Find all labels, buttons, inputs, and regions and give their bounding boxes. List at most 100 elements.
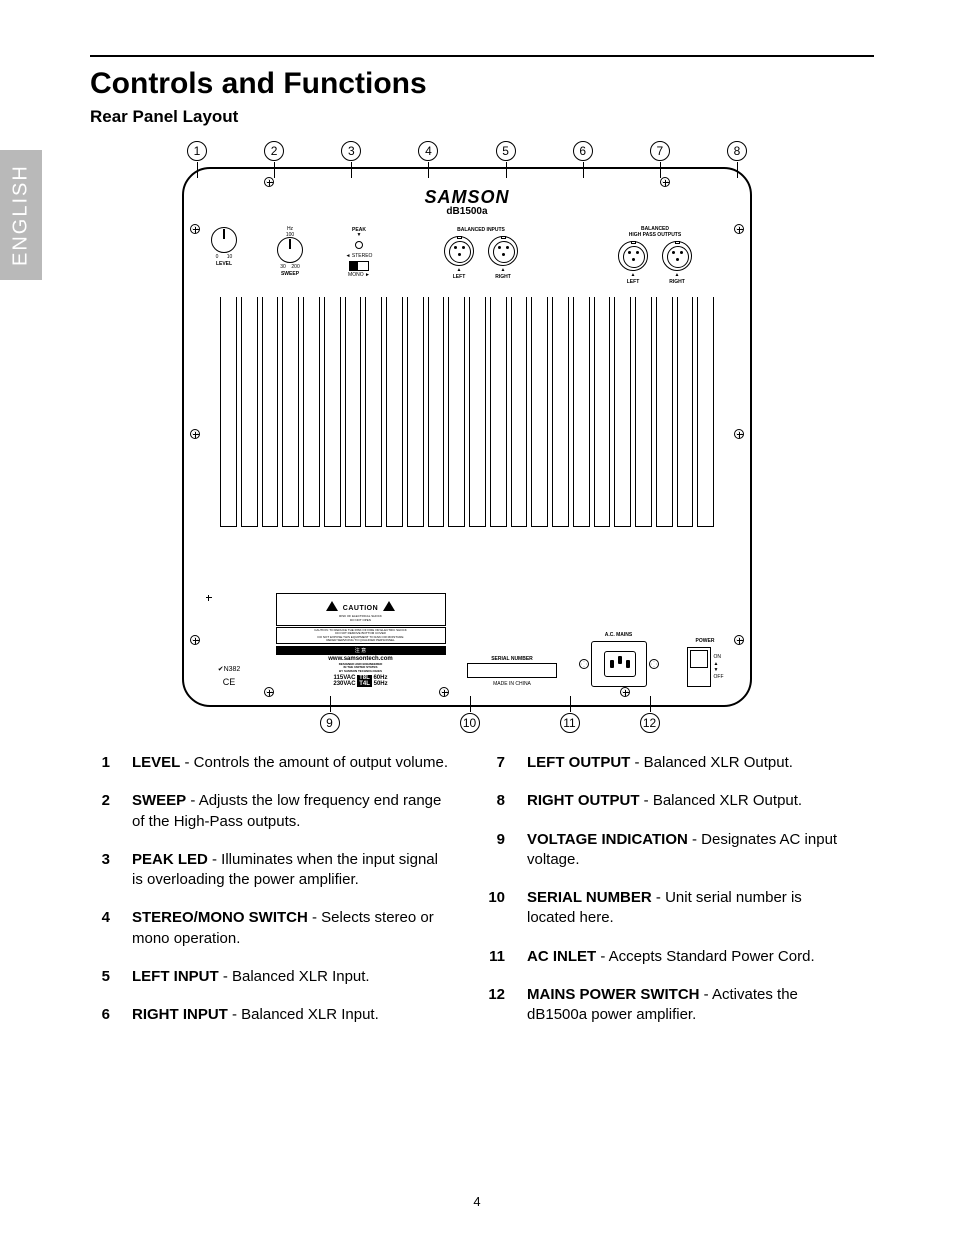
diagram-container: 1 2 3 4 5 6 7 8 SAMSON dB1500a bbox=[90, 141, 844, 733]
bottom-callout-row: 9 10 11 12 bbox=[182, 713, 752, 733]
iec-inlet-icon bbox=[591, 641, 647, 687]
inputs-group: BALANCED INPUTS ▲ LEFT ▲ RIGHT bbox=[406, 227, 556, 280]
list-item: 9VOLTAGE INDICATION - Designates AC inpu… bbox=[485, 830, 844, 871]
heatsink-fin bbox=[386, 297, 403, 527]
screw-icon bbox=[734, 224, 744, 234]
caution-sub: RISK OF ELECTRICAL SHOCK DO NOT OPEN bbox=[281, 615, 441, 622]
hp-out-l2: HIGH PASS OUTPUTS bbox=[629, 232, 681, 238]
item-text: VOLTAGE INDICATION - Designates AC input… bbox=[527, 830, 844, 871]
heatsink-fin bbox=[614, 297, 631, 527]
callout-7: 7 bbox=[650, 141, 670, 161]
on-label: ON bbox=[714, 654, 722, 660]
serial-label: SERIAL NUMBER bbox=[467, 656, 557, 664]
page-title: Controls and Functions bbox=[90, 67, 874, 101]
ac-mains-label: A.C. MAINS bbox=[605, 632, 633, 638]
list-column-left: 1LEVEL - Controls the amount of output v… bbox=[90, 753, 449, 1043]
heatsink-fin bbox=[635, 297, 652, 527]
item-number: 2 bbox=[90, 791, 110, 832]
f50: 50Hz bbox=[374, 681, 388, 687]
sweep-knob-group: Hz100 30 200 SWEEP bbox=[268, 227, 312, 277]
item-number: 8 bbox=[485, 791, 505, 811]
xlr-input-left-icon bbox=[444, 236, 474, 266]
heatsink bbox=[204, 297, 730, 527]
cert-group: ✔N382 CE bbox=[204, 665, 254, 687]
warning-triangle-icon bbox=[326, 601, 338, 611]
callout-9: 9 bbox=[320, 713, 340, 733]
ac-mains-group: A.C. MAINS bbox=[579, 632, 659, 687]
v230: 230VAC bbox=[333, 681, 355, 687]
heatsink-fin bbox=[220, 297, 237, 527]
item-text: SERIAL NUMBER - Unit serial number is lo… bbox=[527, 888, 844, 929]
item-text: LEFT INPUT - Balanced XLR Input. bbox=[132, 967, 449, 987]
caution-title: CAUTION bbox=[343, 605, 378, 612]
item-term: STEREO/MONO SWITCH bbox=[132, 909, 308, 926]
item-number: 4 bbox=[90, 908, 110, 949]
stereo-mono-switch bbox=[349, 261, 369, 271]
input-left-label: LEFT bbox=[453, 274, 466, 280]
screw-icon bbox=[649, 659, 659, 669]
heatsink-fin bbox=[262, 297, 279, 527]
power-label: POWER bbox=[696, 638, 715, 644]
item-term: LEFT OUTPUT bbox=[527, 754, 630, 771]
model-label: dB1500a bbox=[204, 206, 730, 217]
item-term: RIGHT INPUT bbox=[132, 1006, 228, 1023]
item-text: SWEEP - Adjusts the low frequency end ra… bbox=[132, 791, 449, 832]
horizontal-rule bbox=[90, 55, 874, 57]
input-right-label: RIGHT bbox=[495, 274, 511, 280]
mono-label: MONO ► bbox=[348, 273, 370, 279]
serial-group: SERIAL NUMBER MADE IN CHINA bbox=[467, 656, 557, 687]
page-number: 4 bbox=[0, 1194, 954, 1209]
item-number: 1 bbox=[90, 753, 110, 773]
screw-icon bbox=[264, 177, 274, 187]
heatsink-fin bbox=[407, 297, 424, 527]
callout-3: 3 bbox=[341, 141, 361, 161]
screw-icon bbox=[439, 687, 449, 697]
designed-label: DESIGNED AND ENGINEERED IN THE UNITED ST… bbox=[276, 663, 446, 673]
list-item: 7LEFT OUTPUT - Balanced XLR Output. bbox=[485, 753, 844, 773]
screw-icon bbox=[190, 429, 200, 439]
output-left-label: LEFT bbox=[627, 279, 640, 285]
item-text: PEAK LED - Illuminates when the input si… bbox=[132, 850, 449, 891]
callout-8: 8 bbox=[727, 141, 747, 161]
output-right-label: RIGHT bbox=[669, 279, 685, 285]
sweep-max: 200 bbox=[291, 264, 299, 270]
power-switch-icon bbox=[687, 647, 711, 687]
item-number: 7 bbox=[485, 753, 505, 773]
heatsink-fin bbox=[282, 297, 299, 527]
heatsink-fin bbox=[552, 297, 569, 527]
xlr-output-left-icon bbox=[618, 241, 648, 271]
attention-label: 注 意 bbox=[276, 646, 446, 655]
list-item: 2 SWEEP - Adjusts the low frequency end r… bbox=[90, 791, 449, 832]
heatsink-fin bbox=[531, 297, 548, 527]
list-item: 8RIGHT OUTPUT - Balanced XLR Output. bbox=[485, 791, 844, 811]
item-term: PEAK LED bbox=[132, 851, 208, 868]
screw-icon bbox=[734, 429, 744, 439]
list-item: 6RIGHT INPUT - Balanced XLR Input. bbox=[90, 1005, 449, 1025]
top-callout-row: 1 2 3 4 5 6 7 8 bbox=[182, 141, 752, 161]
list-item: 3PEAK LED - Illuminates when the input s… bbox=[90, 850, 449, 891]
cert-label: N382 bbox=[224, 666, 241, 673]
callout-12: 12 bbox=[640, 713, 660, 733]
ce-mark: CE bbox=[204, 677, 254, 687]
item-text: AC INLET - Accepts Standard Power Cord. bbox=[527, 947, 844, 967]
item-term: SERIAL NUMBER bbox=[527, 889, 656, 906]
heatsink-fin bbox=[324, 297, 341, 527]
callout-1: 1 bbox=[187, 141, 207, 161]
heatsink-fin bbox=[469, 297, 486, 527]
rear-panel: SAMSON dB1500a 0 10 LEVEL Hz100 30 200 S… bbox=[182, 167, 752, 707]
xlr-output-right-icon bbox=[662, 241, 692, 271]
callout-11: 11 bbox=[560, 713, 580, 733]
item-number: 6 bbox=[90, 1005, 110, 1025]
level-label: LEVEL bbox=[216, 261, 232, 267]
screw-icon bbox=[660, 177, 670, 187]
off-label: OFF bbox=[714, 674, 724, 680]
screw-icon bbox=[190, 635, 200, 645]
sweep-knob bbox=[277, 237, 303, 263]
screw-icon bbox=[734, 635, 744, 645]
sweep-label: SWEEP bbox=[281, 271, 299, 277]
list-item: 1LEVEL - Controls the amount of output v… bbox=[90, 753, 449, 773]
peak-led-icon bbox=[355, 241, 363, 249]
callout-10: 10 bbox=[460, 713, 480, 733]
screw-icon bbox=[190, 224, 200, 234]
heatsink-fin bbox=[345, 297, 362, 527]
